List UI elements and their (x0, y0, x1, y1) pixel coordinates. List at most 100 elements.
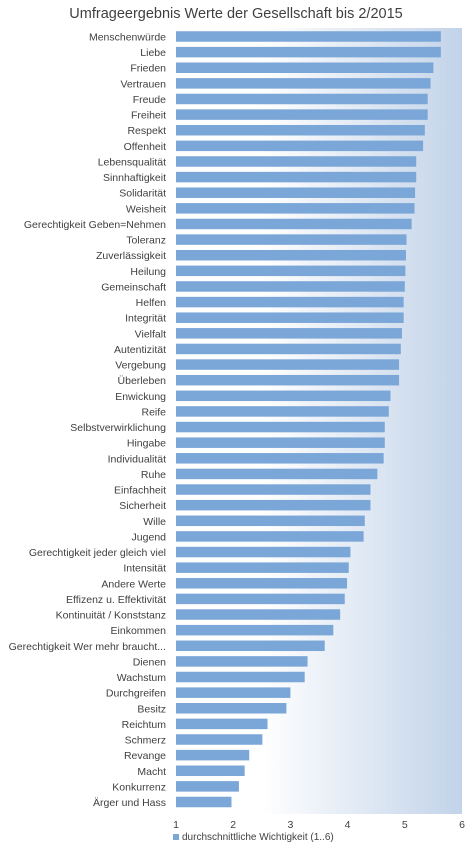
chart-title: Umfrageergebnis Werte der Gesellschaft b… (69, 6, 402, 22)
category-label: Sinnhaftigkeit (103, 172, 166, 184)
category-label: Dienen (133, 656, 166, 668)
bar (176, 62, 434, 73)
category-label: Toleranz (126, 235, 166, 247)
bar (176, 734, 263, 745)
category-label: Ruhe (141, 469, 166, 481)
x-tick-label: 6 (459, 819, 465, 831)
bar (176, 578, 348, 589)
category-label: Menschenwürde (89, 32, 166, 44)
category-label: Durchgreifen (106, 688, 166, 700)
category-label: Frieden (130, 63, 166, 75)
bar (176, 124, 425, 136)
bar (176, 187, 416, 198)
bar (176, 171, 417, 183)
category-label: Respekt (127, 125, 166, 137)
category-label: Integrität (125, 313, 166, 325)
bar (176, 203, 415, 214)
legend-swatch (173, 834, 179, 840)
category-label: Autentizität (114, 344, 166, 356)
category-label: Einkommen (111, 625, 167, 637)
category-label: Individualität (108, 453, 166, 465)
category-label: Solidarität (119, 188, 166, 200)
x-tick-label: 5 (402, 819, 408, 831)
category-label: Besitz (137, 703, 166, 715)
bar (176, 640, 325, 652)
category-label: Hingabe (127, 438, 166, 450)
category-label: Vertrauen (120, 78, 166, 90)
bar (176, 281, 405, 292)
bar (176, 265, 406, 277)
category-label: Schmerz (125, 735, 166, 747)
category-label: Gerechtigkeit Geben=Nehmen (24, 219, 166, 231)
category-label: Gemeinschaft (101, 281, 166, 293)
bar (176, 78, 431, 89)
category-label: Wille (143, 516, 166, 528)
x-tick-labels: 1 2 3 4 5 6 (173, 819, 465, 831)
x-tick-label: 3 (287, 819, 293, 831)
category-labels: Menschenwürde Liebe Frieden Vertrauen Freude… (9, 32, 167, 810)
bar (176, 421, 385, 433)
bar (176, 359, 400, 370)
bar (176, 781, 239, 792)
bar (176, 390, 391, 402)
category-label: Andere Werte (101, 578, 166, 590)
bar (176, 546, 351, 558)
bar (176, 515, 365, 527)
bar (176, 46, 441, 58)
bar (176, 718, 268, 730)
bar (176, 406, 389, 417)
x-tick-label: 1 (173, 819, 179, 831)
legend: durchschnittliche Wichtigkeit (1..6) (173, 832, 334, 843)
bar (176, 453, 384, 464)
category-label: Konkurrenz (112, 781, 166, 793)
category-label: Revange (124, 750, 166, 762)
bar (176, 499, 371, 511)
bar (176, 374, 400, 386)
category-label: Intensität (123, 563, 166, 575)
category-label: Helfen (136, 297, 167, 309)
bar (176, 749, 250, 761)
bar (176, 703, 287, 714)
bar (176, 765, 245, 777)
bar (176, 671, 305, 683)
bar (176, 609, 341, 620)
bar (176, 796, 232, 808)
bar (176, 93, 428, 105)
category-label: Freude (133, 94, 166, 106)
category-label: Effizenz u. Effektivität (66, 594, 166, 606)
bar (176, 687, 291, 698)
category-label: Selbstverwirklichung (70, 422, 166, 434)
bar (176, 343, 401, 355)
category-label: Enwickung (115, 391, 166, 403)
category-label: Freiheit (131, 110, 166, 122)
bar (176, 484, 371, 495)
bars (176, 31, 441, 808)
category-label: Vergebung (115, 360, 166, 372)
x-tick-label: 4 (345, 819, 351, 831)
category-label: Jugend (132, 531, 167, 543)
bar (176, 234, 407, 245)
category-label: Überleben (118, 375, 167, 387)
bar (176, 109, 428, 120)
bar (176, 562, 349, 573)
category-label: Macht (137, 766, 166, 778)
bar (176, 593, 345, 605)
bar (176, 31, 441, 42)
category-label: Vielfalt (135, 328, 166, 340)
category-label: Reife (141, 406, 166, 418)
category-label: Reichtum (122, 719, 167, 731)
category-label: Gerechtigkeit Wer mehr braucht... (9, 641, 166, 653)
category-label: Liebe (140, 47, 166, 59)
category-label: Einfachheit (114, 485, 166, 497)
bar (176, 468, 378, 480)
bar (176, 140, 424, 152)
bar (176, 249, 406, 261)
category-label: Gerechtigkeit jeder gleich viel (29, 547, 166, 559)
bar (176, 531, 364, 542)
bar (176, 328, 402, 339)
category-label: Zuverlässigkeit (96, 250, 166, 262)
category-label: Ärger und Hass (93, 797, 166, 809)
category-label: Weisheit (126, 203, 166, 215)
